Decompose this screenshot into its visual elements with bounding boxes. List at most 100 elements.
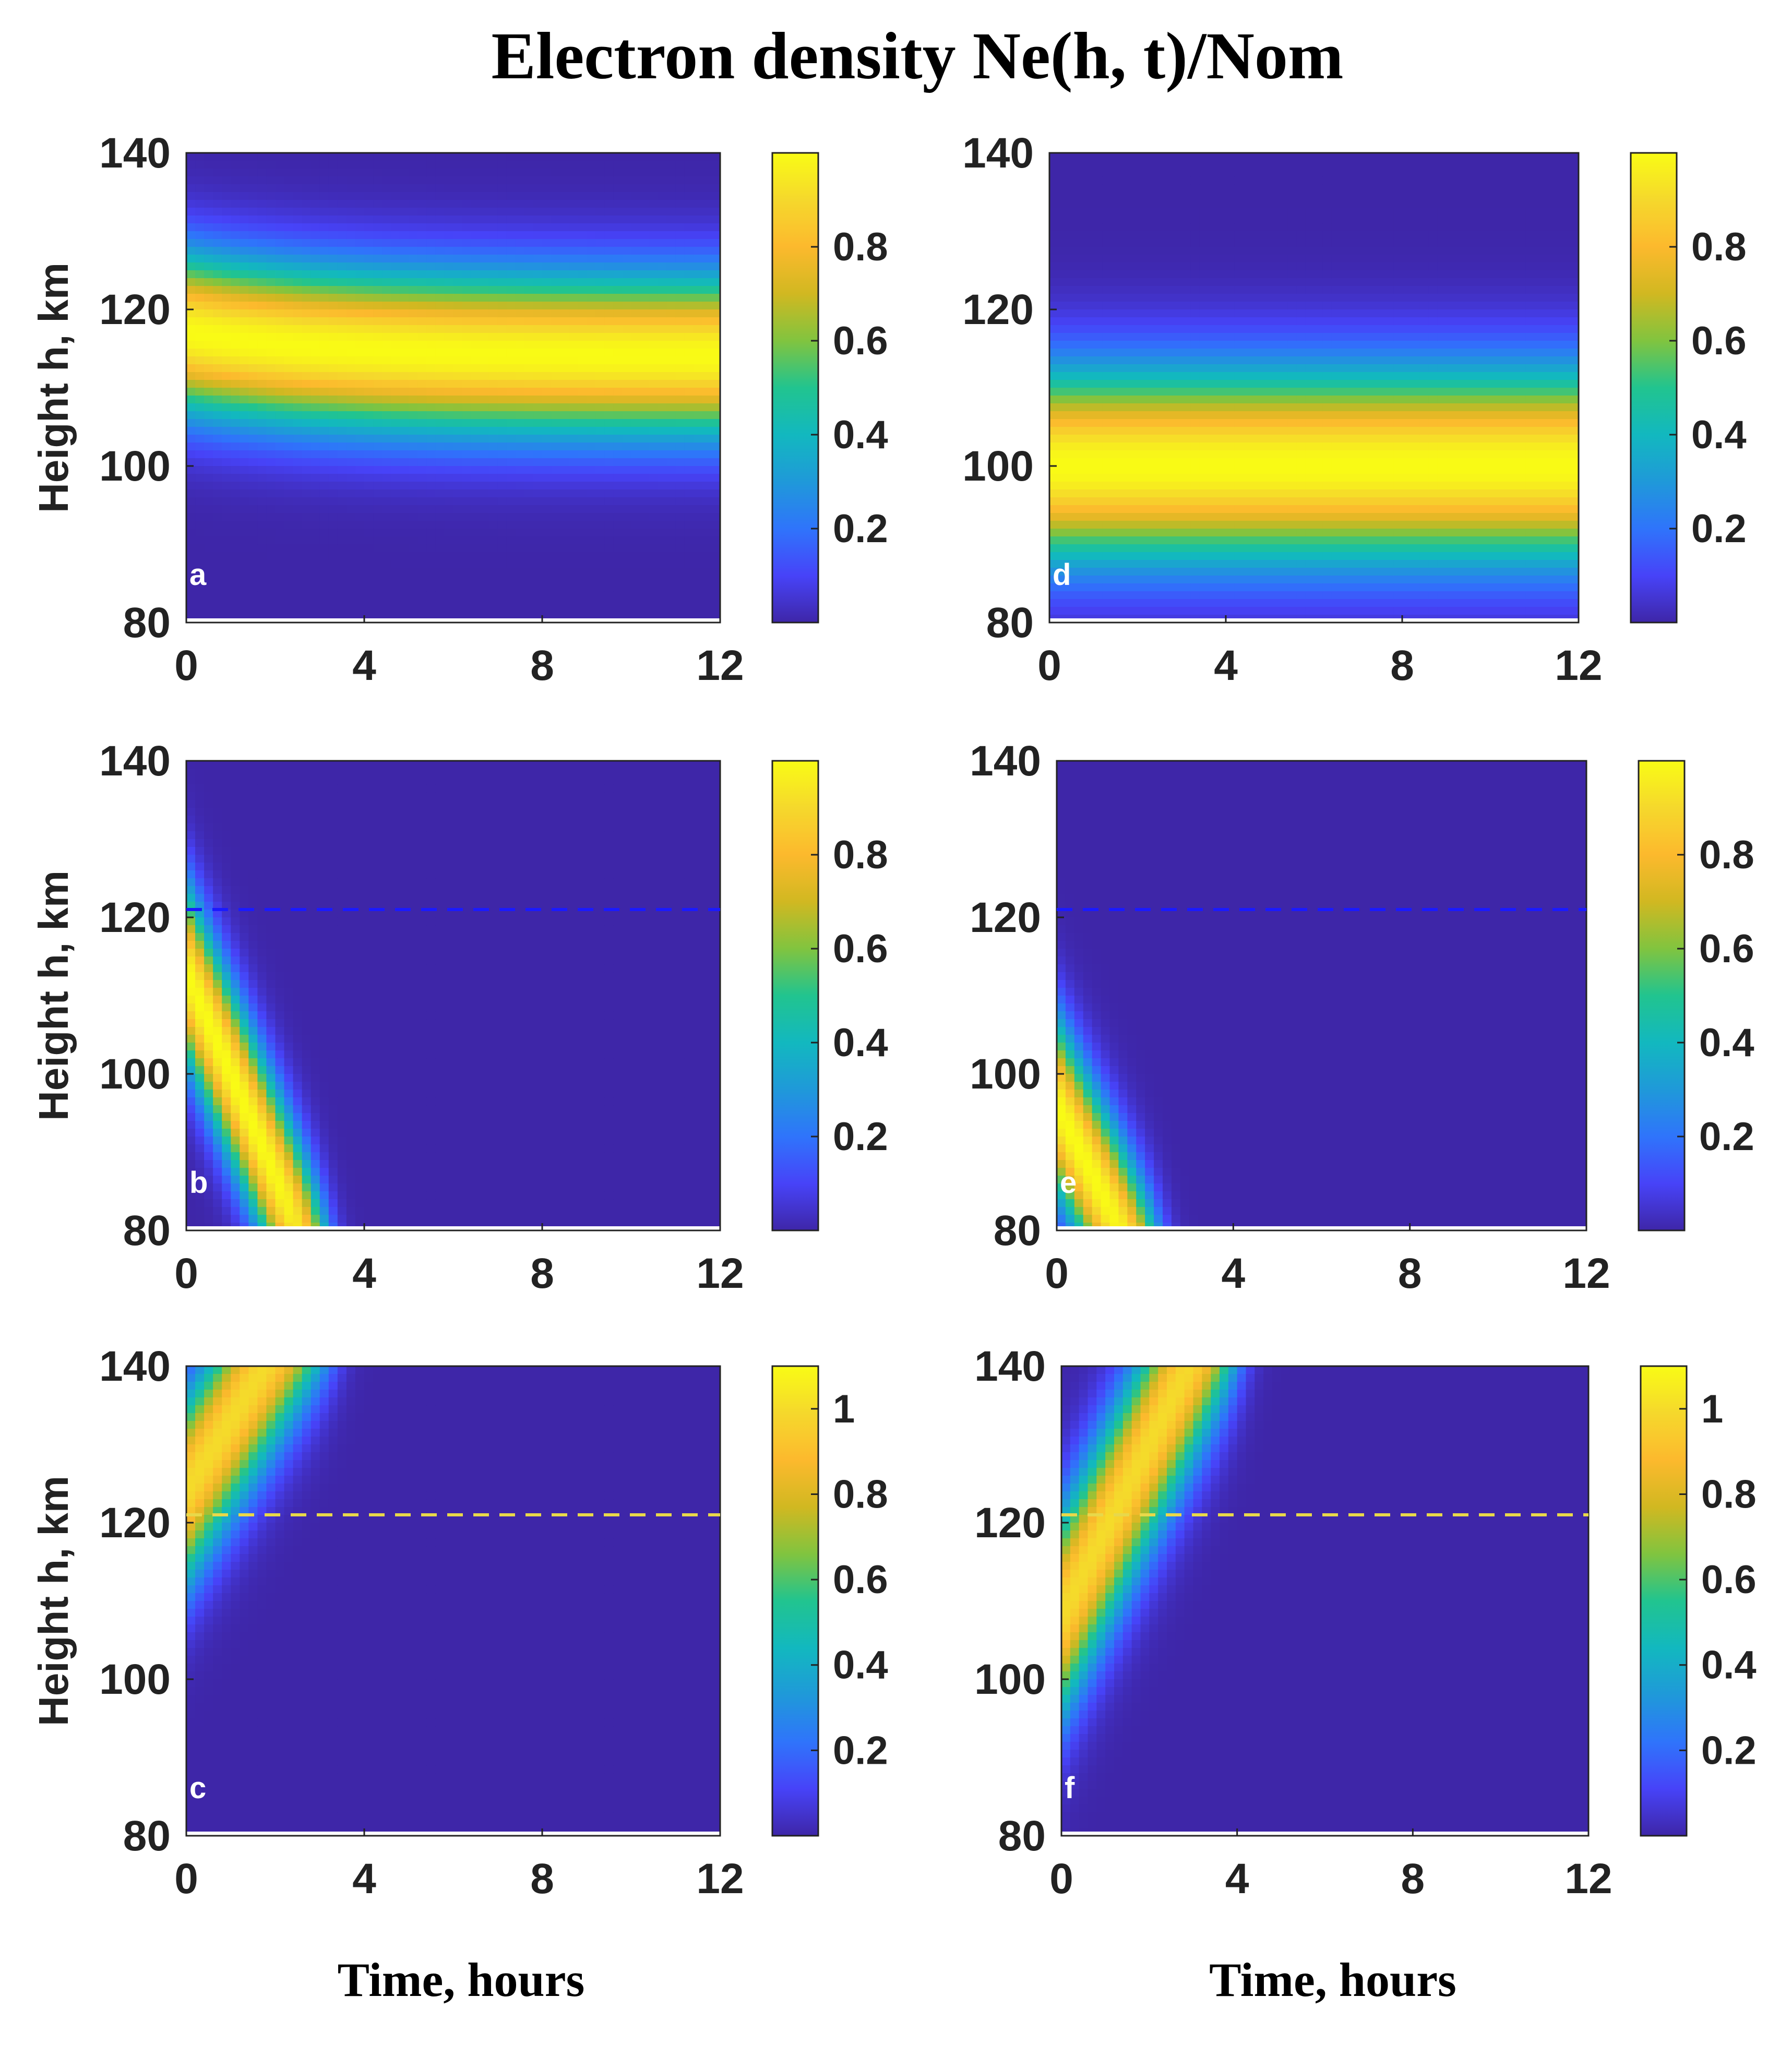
heatmap-cell [276,388,285,396]
heatmap-cell [435,396,445,404]
heatmap-cell [409,568,418,576]
heatmap-cell [240,208,249,216]
heatmap-cell [409,411,418,420]
heatmap-cell [302,176,312,185]
heatmap-cell [320,223,329,232]
heatmap-cell [453,356,463,365]
heatmap-cell [231,521,240,529]
heatmap-cell [453,497,463,506]
heatmap-cell [355,247,365,255]
heatmap-cell [409,544,418,553]
heatmap-cell [417,450,427,459]
heatmap-cell [231,396,240,404]
heatmap-cell [266,356,276,365]
heatmap-cell [284,529,294,537]
heatmap-cell [311,325,320,333]
heatmap-cell [311,536,320,545]
heatmap-cell [489,286,498,294]
heatmap-cell [417,302,427,310]
heatmap-cell [435,192,445,200]
heatmap-cell [347,255,356,263]
heatmap-cell [426,489,436,498]
heatmap-cell [400,458,409,467]
heatmap-cell [204,497,213,506]
heatmap-cell [293,349,303,357]
heatmap-cell [231,536,240,545]
heatmap-cell [302,552,312,560]
heatmap-cell [248,349,258,357]
heatmap-cell [480,474,489,482]
heatmap-cell [266,482,276,490]
heatmap-cell [480,153,489,161]
heatmap-cell [248,576,258,584]
heatmap-cell [382,364,391,373]
heatmap-cell [373,505,383,513]
heatmap-cell [426,544,436,553]
heatmap-cell [435,169,445,177]
heatmap-cell [311,419,320,427]
heatmap-cell [293,200,303,208]
heatmap-cell [204,513,213,521]
heatmap-cell [453,380,463,388]
heatmap-cell [444,200,453,208]
heatmap-cell [471,427,481,435]
heatmap-cell [276,576,285,584]
heatmap-cell [471,176,481,185]
heatmap-cell [240,356,249,365]
heatmap-cell [311,450,320,459]
heatmap-cell [338,208,347,216]
heatmap-cell [400,443,409,451]
heatmap-cell [266,521,276,529]
heatmap-cell [382,247,391,255]
heatmap-cell [382,356,391,365]
heatmap-cell [213,458,222,467]
heatmap-cell [257,278,267,286]
heatmap-cell [186,216,196,224]
heatmap-cell [480,364,489,373]
heatmap-cell [195,505,205,513]
heatmap-cell [364,607,374,615]
heatmap-cell [329,529,338,537]
heatmap-cell [276,341,285,349]
heatmap-cell [400,403,409,412]
heatmap-cell [293,576,303,584]
heatmap-cell [240,333,249,341]
heatmap-cell [391,552,400,560]
heatmap-cell [409,169,418,177]
heatmap-cell [409,200,418,208]
heatmap-cell [355,505,365,513]
heatmap-cell [204,216,213,224]
heatmap-cell [293,184,303,193]
heatmap-cell [382,294,391,302]
heatmap-cell [338,560,347,568]
heatmap-cell [213,544,222,553]
heatmap-cell [302,184,312,193]
heatmap-cell [329,153,338,161]
heatmap-cell [471,536,481,545]
heatmap-cell [471,325,481,333]
heatmap-cell [347,411,356,420]
heatmap-cell [355,560,365,568]
heatmap-cell [373,216,383,224]
heatmap-cell [480,208,489,216]
heatmap-cell [382,333,391,341]
heatmap-cell [364,482,374,490]
heatmap-cell [417,497,427,506]
heatmap-cell [409,216,418,224]
heatmap-cell [480,450,489,459]
heatmap-cell [453,521,463,529]
heatmap-cell [222,255,231,263]
heatmap-cell [373,286,383,294]
heatmap-cell [338,536,347,545]
heatmap-cell [417,396,427,404]
heatmap-cell [213,411,222,420]
heatmap-cell [444,364,453,373]
heatmap-cell [329,489,338,498]
heatmap-cell [462,333,472,341]
heatmap-cell [195,489,205,498]
heatmap-cell [462,216,472,224]
heatmap-cell [195,403,205,412]
heatmap-cell [231,599,240,607]
heatmap-cell [311,341,320,349]
heatmap-cell [222,529,231,537]
